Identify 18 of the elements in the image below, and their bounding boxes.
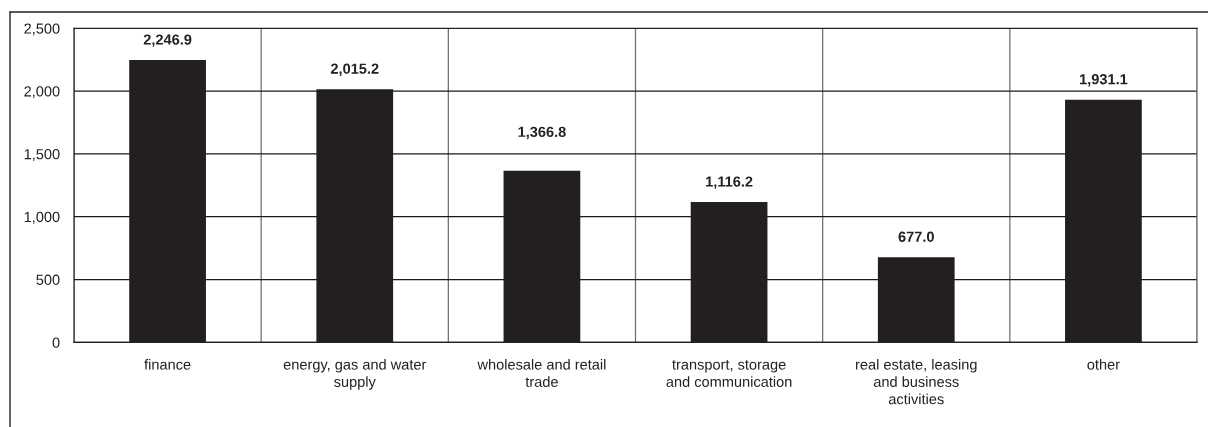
x-tick-label: transport, storage and communication: [666, 360, 792, 387]
data-label: 2,015.2: [330, 63, 379, 76]
y-tick-label: 2,500: [24, 23, 60, 36]
y-tick-label: 2,000: [24, 86, 60, 99]
data-label: 1,116.2: [706, 176, 753, 189]
data-label: 2,246.9: [143, 34, 192, 47]
x-tick-label: other: [1087, 358, 1120, 370]
x-tick-label: energy, gas and water supply: [283, 358, 427, 390]
x-tick-label: real estate, leasing and business activities: [856, 358, 977, 405]
y-tick-label: 500: [36, 274, 60, 285]
data-label: 1,931.1: [1080, 74, 1128, 87]
y-tick-label: 1,000: [24, 211, 60, 224]
data-label: 677.0: [898, 231, 934, 242]
data-label: 1,366.8: [518, 126, 566, 140]
y-tick-label: 1,500: [24, 149, 60, 162]
x-tick-label: finance: [144, 358, 191, 370]
x-tick-label: wholesale and retail trade: [477, 358, 606, 387]
y-tick-label: 0: [52, 337, 60, 348]
